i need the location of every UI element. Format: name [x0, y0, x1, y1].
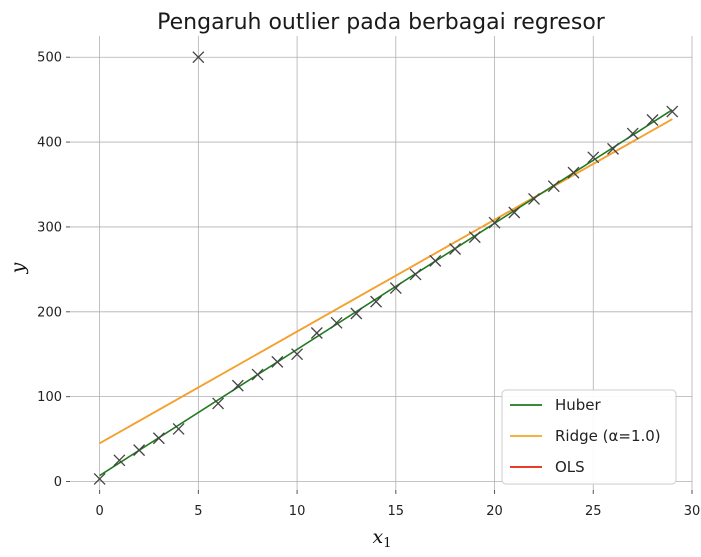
x-tick-label: 10 — [289, 504, 306, 519]
x-tick-label: 15 — [388, 504, 405, 519]
y-tick-label: 300 — [37, 220, 62, 235]
data-point — [666, 105, 679, 118]
legend-label: OLS — [555, 458, 585, 476]
data-point — [133, 444, 146, 457]
x-tick-label: 30 — [684, 504, 701, 519]
series-line-1 — [99, 118, 673, 445]
x-tick-label: 0 — [95, 504, 103, 519]
data-point — [508, 206, 521, 219]
data-point — [488, 216, 501, 229]
data-point — [152, 432, 165, 445]
y-tick-label: 400 — [37, 136, 62, 151]
data-point — [409, 268, 422, 281]
data-point — [528, 192, 540, 205]
data-point — [231, 379, 244, 392]
legend-label: Huber — [555, 396, 602, 414]
data-point — [429, 254, 442, 267]
data-point — [113, 454, 126, 467]
x-tick-label: 5 — [194, 504, 202, 519]
data-point — [172, 422, 185, 435]
x-ticks: 0 5 10 15 20 25 30 — [95, 490, 700, 519]
data-point — [468, 231, 481, 244]
data-point — [212, 397, 225, 410]
y-axis-label: y — [7, 262, 29, 274]
y-tick-label: 100 — [37, 390, 62, 405]
data-point — [93, 473, 106, 485]
y-tick-label: 200 — [37, 305, 62, 320]
y-ticks: 0 100 200 300 400 500 — [37, 51, 70, 490]
legend: Huber Ridge (α=1.0) OLS — [501, 389, 677, 485]
data-point — [291, 348, 304, 361]
data-point — [370, 295, 383, 308]
data-point — [607, 142, 619, 155]
legend-box — [501, 389, 677, 485]
regression-lines — [99, 109, 673, 477]
data-point — [251, 368, 264, 381]
grid — [70, 36, 693, 490]
y-tick-label: 500 — [37, 51, 62, 66]
chart-title: Pengaruh outlier pada berbagai regresor — [157, 10, 606, 35]
x-axis-label: x1 — [373, 526, 392, 551]
data-point — [646, 114, 659, 126]
data-point — [626, 127, 639, 140]
data-point — [192, 51, 205, 64]
data-points — [93, 51, 679, 485]
series-line-0 — [99, 109, 673, 477]
x-tick-label: 20 — [486, 504, 503, 519]
y-tick-label: 0 — [54, 475, 62, 490]
x-tick-label: 25 — [585, 504, 602, 519]
legend-label: Ridge (α=1.0) — [555, 427, 661, 445]
data-point — [547, 180, 560, 193]
data-point — [350, 307, 363, 320]
data-point — [330, 316, 343, 329]
data-point — [449, 243, 462, 255]
data-point — [271, 355, 284, 368]
data-point — [567, 166, 580, 179]
data-point — [587, 151, 600, 164]
data-point — [389, 282, 402, 294]
data-point — [310, 327, 323, 339]
